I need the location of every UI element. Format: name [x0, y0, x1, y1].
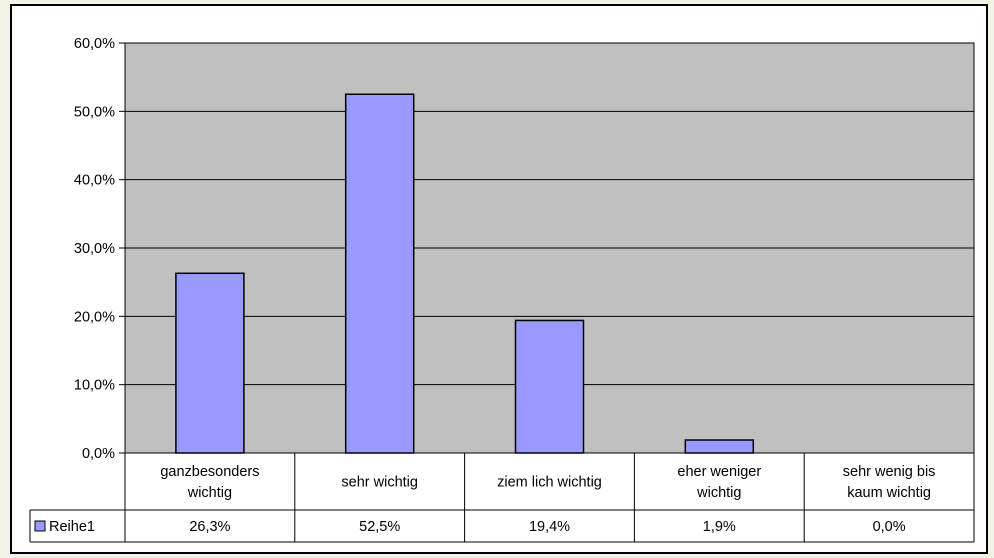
chart-frame: 0,0% 10,0% 20,0% 30,0% 40,0% 50,0% 60,0% ganzbe…: [10, 4, 988, 554]
data-label: 1,9%: [703, 519, 736, 535]
bar: [344, 93, 415, 454]
category-label: ziem lich wichtig: [497, 475, 602, 491]
legend-key: [34, 520, 46, 532]
bar: [684, 439, 755, 454]
y-tick-label: 50,0%: [74, 104, 115, 120]
category-label: wichtig: [696, 485, 741, 501]
data-label: 26,3%: [189, 519, 230, 535]
data-label: 52,5%: [359, 519, 400, 535]
y-tick-label: 60,0%: [74, 36, 115, 52]
category-label: eher weniger: [677, 464, 761, 480]
y-tick-label: 30,0%: [74, 241, 115, 257]
category-label: sehr wenig bis: [843, 464, 936, 480]
data-label: 19,4%: [529, 519, 570, 535]
bar: [175, 272, 245, 454]
bar: [514, 319, 585, 454]
y-tick-label: 40,0%: [74, 173, 115, 189]
category-label: ganzbesonders: [160, 464, 259, 480]
y-tick-label: 10,0%: [74, 378, 115, 394]
y-tick-label: 0,0%: [82, 446, 115, 462]
y-tick-label: 20,0%: [74, 309, 115, 325]
category-label: wichtig: [187, 485, 232, 501]
legend-label: Reihe1: [49, 519, 95, 535]
data-label: 0,0%: [873, 519, 906, 535]
category-label: sehr wichtig: [341, 475, 418, 491]
bar-chart: 0,0% 10,0% 20,0% 30,0% 40,0% 50,0% 60,0% ganzbe…: [29, 36, 975, 543]
category-label: kaum wichtig: [847, 485, 931, 501]
